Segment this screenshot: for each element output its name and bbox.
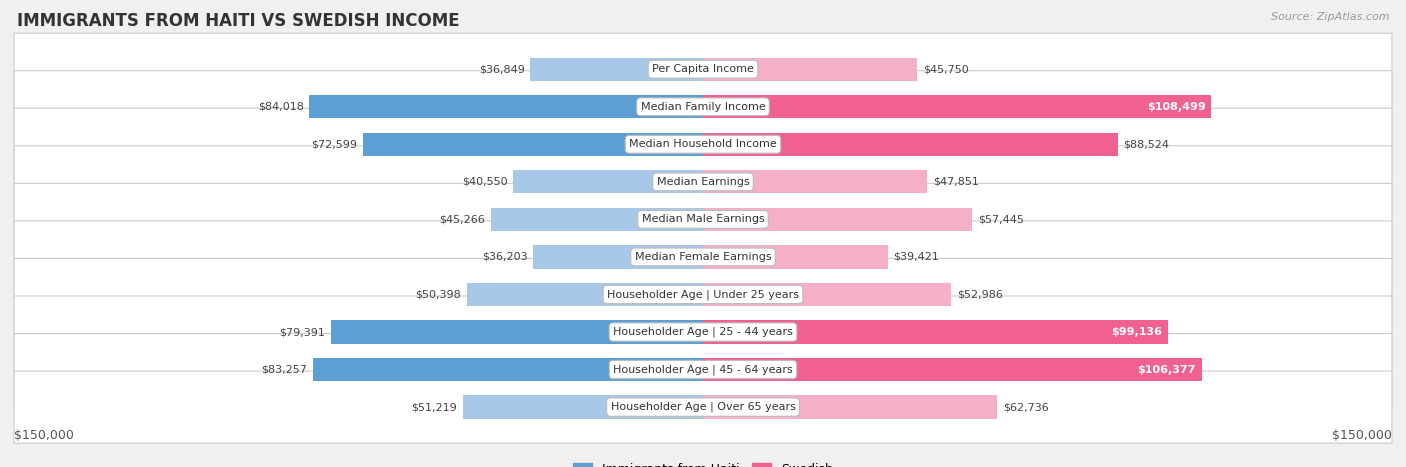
Text: $83,257: $83,257 [262, 365, 307, 375]
Text: $47,851: $47,851 [934, 177, 979, 187]
Text: Median Household Income: Median Household Income [628, 139, 778, 149]
Text: $39,421: $39,421 [893, 252, 939, 262]
Text: $52,986: $52,986 [957, 290, 1002, 299]
Text: Median Male Earnings: Median Male Earnings [641, 214, 765, 225]
Text: $150,000: $150,000 [14, 429, 75, 442]
Legend: Immigrants from Haiti, Swedish: Immigrants from Haiti, Swedish [568, 458, 838, 467]
Text: $88,524: $88,524 [1123, 139, 1170, 149]
Text: Householder Age | Over 65 years: Householder Age | Over 65 years [610, 402, 796, 412]
Text: Median Earnings: Median Earnings [657, 177, 749, 187]
Bar [703, 170, 928, 193]
FancyBboxPatch shape [14, 108, 1392, 180]
FancyBboxPatch shape [14, 371, 1392, 443]
FancyBboxPatch shape [14, 184, 1392, 255]
FancyBboxPatch shape [14, 333, 1392, 406]
Bar [330, 320, 703, 344]
Text: $36,849: $36,849 [479, 64, 524, 74]
Bar [467, 283, 703, 306]
Bar [533, 245, 703, 269]
Text: $51,219: $51,219 [412, 402, 457, 412]
Text: Householder Age | Under 25 years: Householder Age | Under 25 years [607, 289, 799, 300]
Bar [703, 358, 1202, 381]
Text: IMMIGRANTS FROM HAITI VS SWEDISH INCOME: IMMIGRANTS FROM HAITI VS SWEDISH INCOME [17, 12, 460, 30]
Bar [703, 95, 1212, 119]
Bar [703, 133, 1118, 156]
Text: Householder Age | 45 - 64 years: Householder Age | 45 - 64 years [613, 364, 793, 375]
Text: Source: ZipAtlas.com: Source: ZipAtlas.com [1271, 12, 1389, 21]
FancyBboxPatch shape [14, 146, 1392, 218]
Text: $99,136: $99,136 [1111, 327, 1161, 337]
Text: $57,445: $57,445 [977, 214, 1024, 225]
Text: $36,203: $36,203 [482, 252, 527, 262]
FancyBboxPatch shape [14, 296, 1392, 368]
FancyBboxPatch shape [14, 258, 1392, 331]
Bar [491, 208, 703, 231]
Bar [363, 133, 703, 156]
FancyBboxPatch shape [14, 221, 1392, 293]
Bar [703, 57, 917, 81]
Text: $40,550: $40,550 [461, 177, 508, 187]
Bar [309, 95, 703, 119]
Bar [703, 396, 997, 419]
Text: $108,499: $108,499 [1147, 102, 1206, 112]
Bar [463, 396, 703, 419]
Text: $62,736: $62,736 [1002, 402, 1049, 412]
Text: $45,266: $45,266 [440, 214, 485, 225]
Bar [703, 245, 887, 269]
Text: $79,391: $79,391 [280, 327, 325, 337]
Bar [530, 57, 703, 81]
FancyBboxPatch shape [14, 33, 1392, 105]
Text: $150,000: $150,000 [1331, 429, 1392, 442]
FancyBboxPatch shape [14, 71, 1392, 143]
Bar [513, 170, 703, 193]
Text: Per Capita Income: Per Capita Income [652, 64, 754, 74]
Bar [312, 358, 703, 381]
Bar [703, 283, 952, 306]
Text: $84,018: $84,018 [257, 102, 304, 112]
Bar [703, 320, 1167, 344]
Text: $106,377: $106,377 [1137, 365, 1197, 375]
Text: $50,398: $50,398 [415, 290, 461, 299]
Text: $45,750: $45,750 [922, 64, 969, 74]
Text: $72,599: $72,599 [311, 139, 357, 149]
Text: Median Female Earnings: Median Female Earnings [634, 252, 772, 262]
Text: Median Family Income: Median Family Income [641, 102, 765, 112]
Bar [703, 208, 972, 231]
Text: Householder Age | 25 - 44 years: Householder Age | 25 - 44 years [613, 327, 793, 337]
